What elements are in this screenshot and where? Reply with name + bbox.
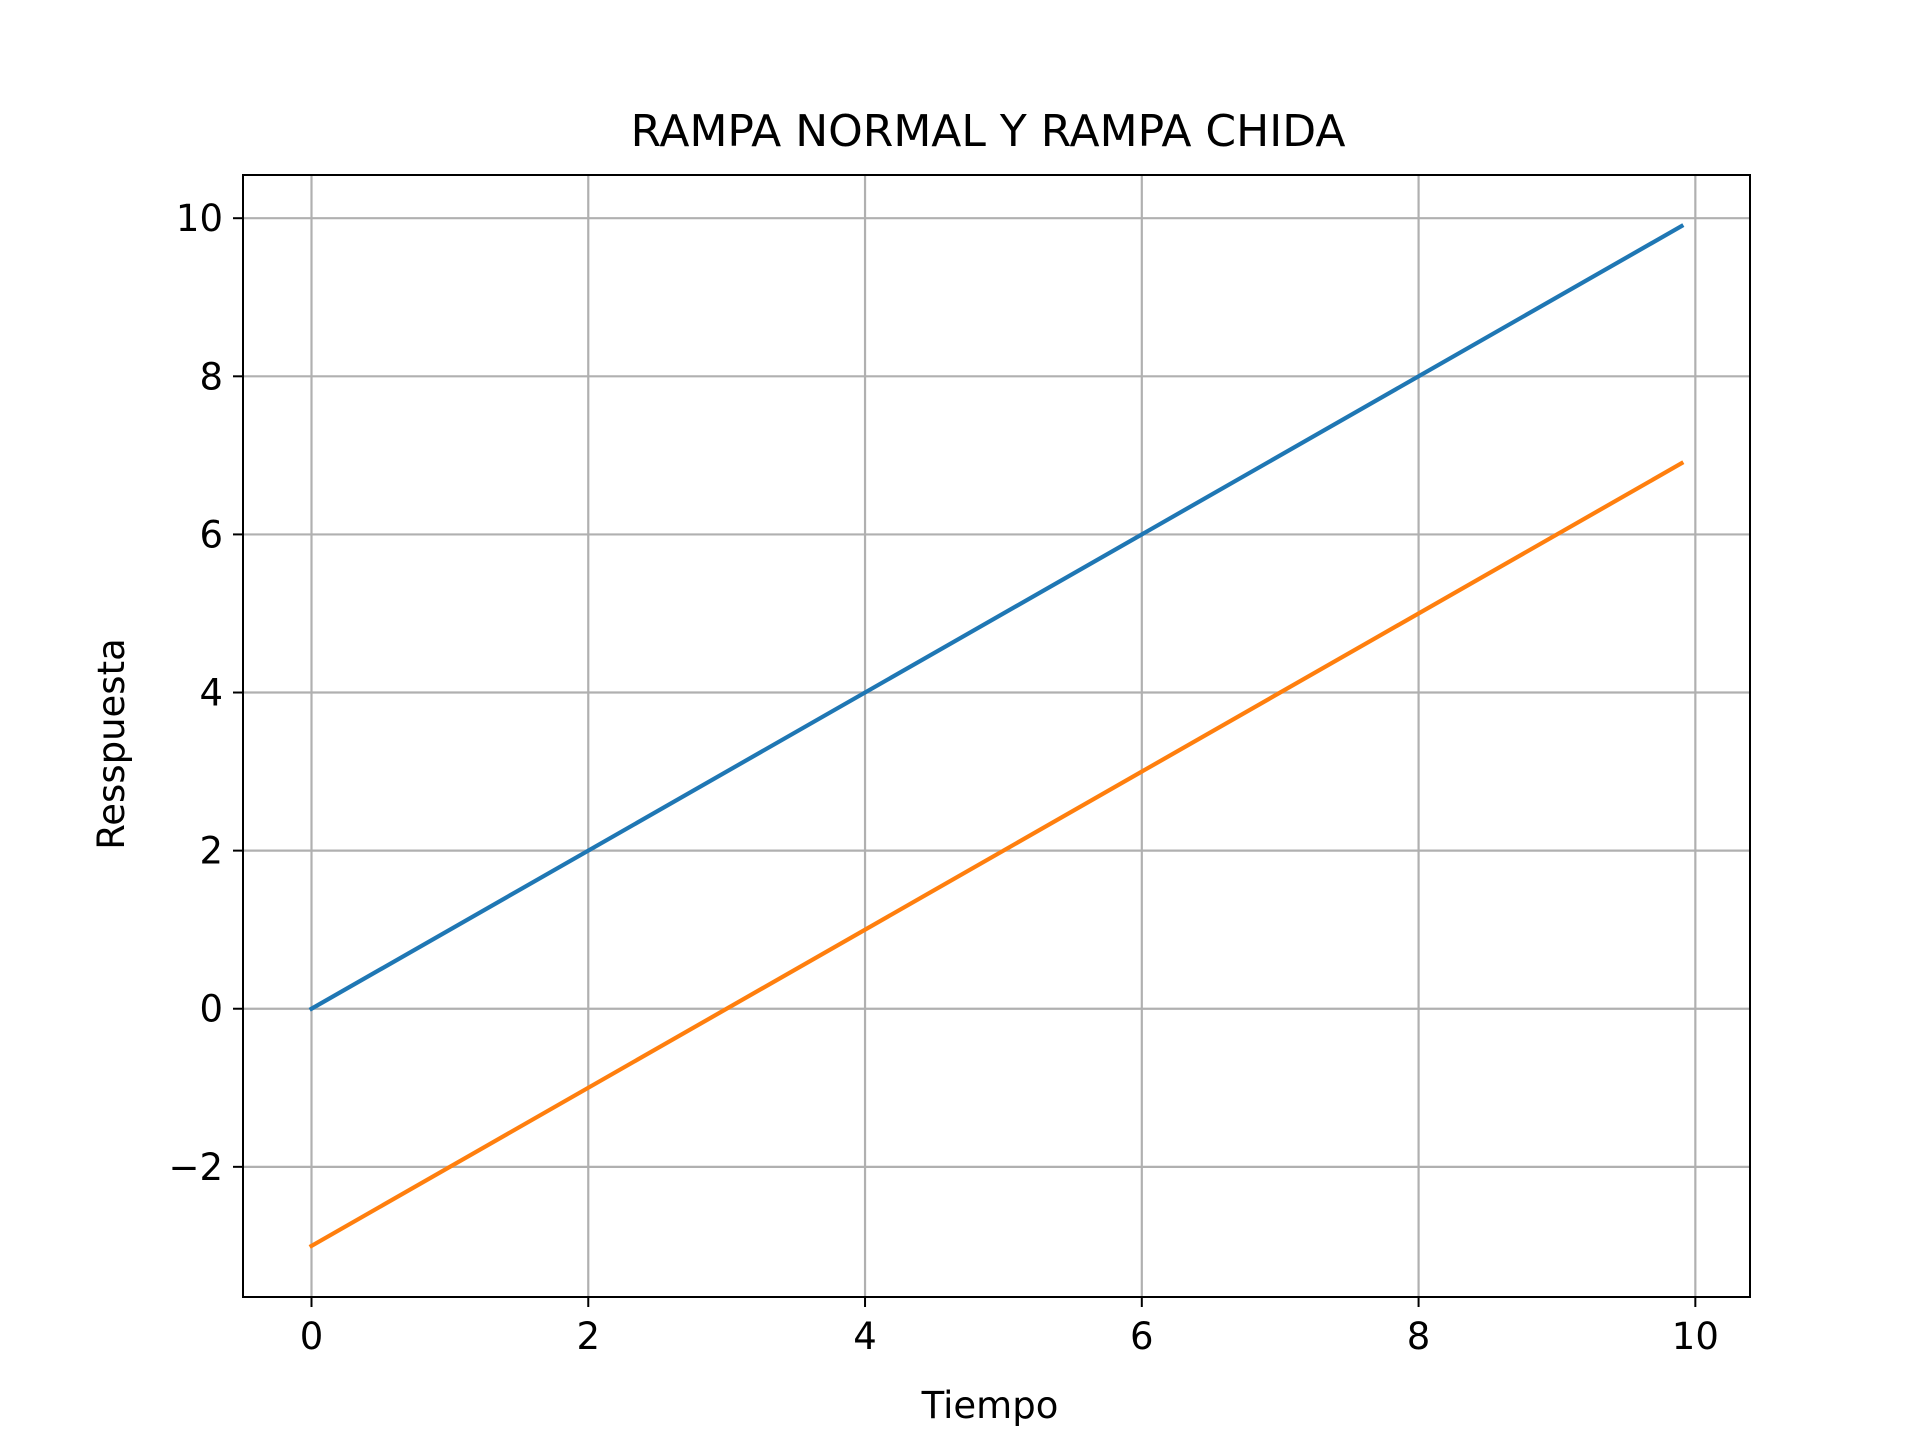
- x-tick-label: 10: [1672, 1315, 1719, 1358]
- chart-title: RAMPA NORMAL Y RAMPA CHIDA: [631, 106, 1346, 157]
- y-tick-label: 4: [199, 672, 223, 715]
- grid: [243, 175, 1750, 1297]
- y-axis-label: Resspuesta: [90, 638, 133, 850]
- x-tick-label: 2: [576, 1315, 600, 1358]
- x-tick-label: 0: [300, 1315, 324, 1358]
- y-tick-label: 0: [199, 988, 223, 1031]
- x-tick-label: 8: [1407, 1315, 1431, 1358]
- plot-frame: [242, 174, 1751, 1298]
- x-tick-label: 4: [853, 1315, 877, 1358]
- y-tick-label: 8: [199, 355, 223, 398]
- y-tick-label: −2: [168, 1146, 223, 1189]
- series-line-1: [308, 223, 1685, 1012]
- y-tick-label: 10: [176, 197, 223, 240]
- series-group: [308, 223, 1685, 1249]
- ticks: 0 2 4 6 8 10 −2 0 2 4 6 8 10: [168, 197, 1718, 1358]
- x-tick-label: 6: [1130, 1315, 1154, 1358]
- y-tick-label: 6: [199, 513, 223, 556]
- y-tick-label: 2: [199, 830, 223, 873]
- x-axis-label: Tiempo: [921, 1384, 1059, 1427]
- series-line-2: [308, 460, 1685, 1249]
